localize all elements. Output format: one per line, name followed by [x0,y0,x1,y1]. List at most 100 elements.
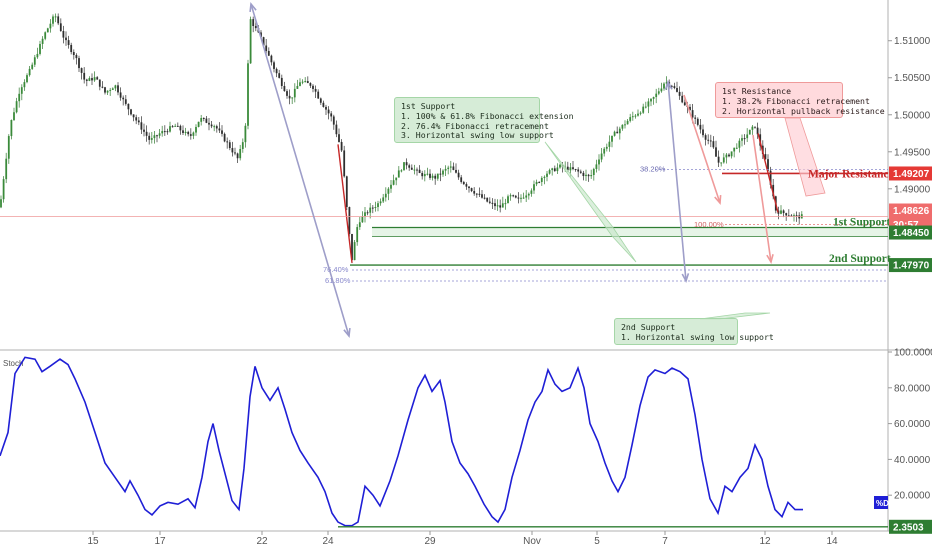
candle-body [353,242,356,261]
candle-body [109,89,112,91]
candle-body [696,118,699,125]
price-tick-label: 1.50000 [894,110,931,121]
candle-body [785,213,788,216]
fib-764-label: 76.40% [323,265,349,274]
candle-body [447,167,450,169]
candle-body [525,195,528,198]
candle-body [741,138,743,141]
fib-382-label: 38.20% [640,164,666,173]
candle-body [374,207,377,209]
candle-body [98,79,101,87]
candle-body [343,150,346,177]
time-tick-label: Nov [523,536,541,547]
candle-body [722,157,725,163]
candle-body [787,215,790,217]
candle-body [683,102,686,106]
candle-body [621,124,624,129]
candle-body [205,118,208,123]
candle-body [546,173,548,177]
candle-body [730,151,733,157]
candle-body [280,77,283,86]
candle-body [798,215,801,219]
candle-body [195,126,197,133]
candle-body [743,138,746,140]
candle-body [689,106,691,111]
candle-body [431,175,434,178]
time-tick-label: 7 [662,536,668,547]
candle-body [663,83,665,89]
stoch-d-badge-bg [874,496,888,509]
candle-body [767,159,769,171]
candle-body [106,90,109,93]
candle-body [553,168,556,172]
extension-arrow-shaft [667,81,687,282]
pullback-arrow-1-shaft [683,94,721,204]
candle-body [712,141,715,148]
first-resistance-note-line-1: 1. 38.2% Fibonacci retracement [722,95,870,106]
candle-body [504,203,507,205]
candle-body [366,212,369,214]
candle-body [637,113,639,116]
candle-body [83,72,86,80]
time-tick-label: 29 [424,536,436,547]
candle-body [449,166,452,168]
candle-body [608,141,611,147]
pullback-arrow-2 [752,134,774,265]
candle-body [442,170,444,175]
candle-body [309,83,312,86]
candle-body [49,23,52,29]
time-tick-label: 17 [154,536,166,547]
candle-body [624,124,626,126]
candle-body [499,205,502,208]
candle-body [254,26,257,29]
candle-body [517,197,520,199]
second-support-label: 2nd Support [829,253,891,265]
candle-body [681,95,684,103]
candle-body [556,167,559,172]
major-resistance-price-badge-bg [889,166,932,181]
candle-body [530,190,533,194]
candle-body [314,88,317,92]
candle-body [465,184,468,187]
candle-body [665,82,668,84]
candle-body [33,57,36,65]
candle-body [501,203,504,208]
time-tick-label: 22 [256,536,268,547]
candle-body [769,170,772,185]
candle-body [434,175,437,179]
candle-body [585,174,587,177]
candle-body [587,174,590,177]
first-support-price-badge: 1.48450 [893,228,930,239]
candle-body [208,122,210,125]
candle-body [202,117,205,119]
pullback-arrow-2-shaft [752,134,772,263]
candle-body [387,188,390,194]
first-support-zone [372,227,888,237]
candle-body [660,88,663,92]
candle-body [286,91,288,96]
candle-body [600,153,603,160]
candle-body [444,168,447,171]
candle-body [322,102,325,107]
candle-body [2,179,5,200]
candle-body [486,197,489,202]
candle-body [793,215,795,217]
candle-body [288,95,291,99]
candle-body [483,197,486,199]
candle-body [28,68,31,76]
candle-body [616,131,619,134]
candle-body [670,85,673,87]
candle-body [15,101,18,113]
candle-body [491,202,494,204]
candle-body [535,181,538,185]
candles [0,13,803,264]
candle-body [187,131,190,135]
first-resistance-note-pointer [784,117,826,197]
candle-body [96,77,99,80]
stoch-tick-label: 20.0000 [894,491,931,502]
candle-body [270,55,273,63]
candle-body [0,199,2,208]
candle-body [312,85,314,89]
first-support-note-line-1: 1. 100% & 61.8% Fibonacci extension [401,110,574,121]
candle-body [475,193,478,195]
